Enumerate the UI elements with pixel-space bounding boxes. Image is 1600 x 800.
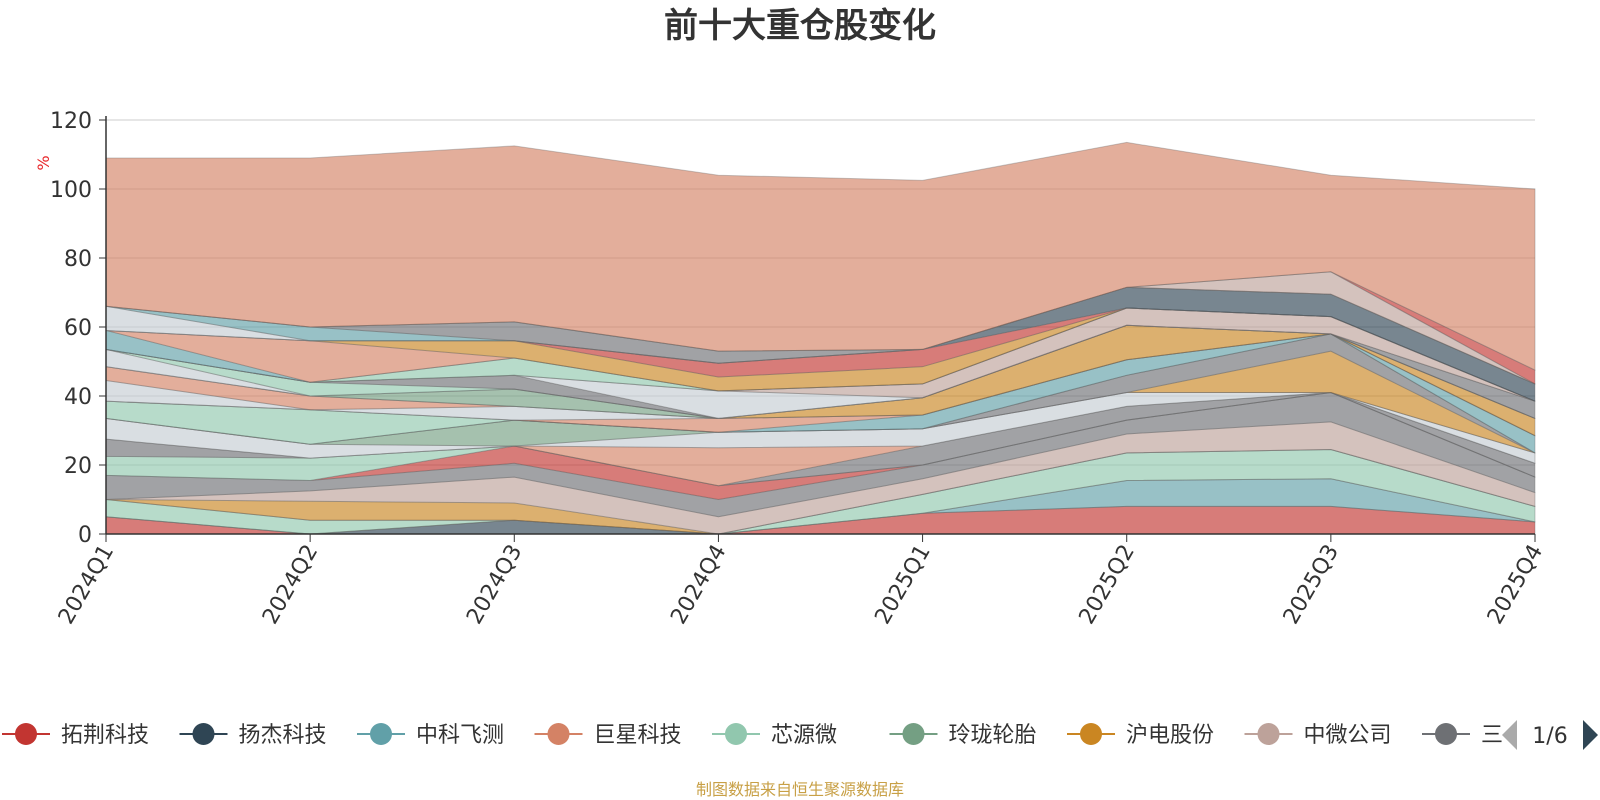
source-note: 制图数据来自恒生聚源数据库: [695, 780, 904, 799]
y-tick-label: 60: [64, 316, 92, 341]
legend-marker: [370, 723, 392, 745]
legend-label: 扬杰科技: [239, 723, 327, 748]
legend-marker: [902, 723, 925, 745]
legend-marker: [1257, 723, 1280, 745]
x-tick-label: 2025Q2: [1075, 541, 1140, 629]
legend-marker: [725, 723, 747, 745]
legend-pager: 1/6: [1502, 720, 1598, 750]
legend-marker: [192, 723, 215, 745]
x-tick-label: 2024Q3: [462, 541, 527, 629]
x-tick-label: 2025Q3: [1279, 541, 1344, 629]
x-tick-label: 2025Q1: [870, 541, 935, 629]
y-tick-label: 120: [50, 109, 92, 134]
legend-item[interactable]: 扬杰科技: [179, 723, 327, 748]
y-axis-unit: %: [34, 155, 53, 170]
area-series: [105, 141, 1536, 371]
area-layers: [105, 141, 1536, 535]
area-series: [105, 392, 1536, 464]
legend-label: 拓荆科技: [61, 723, 149, 748]
chart-title: 前十大重仓股变化: [664, 6, 936, 46]
legend-page-indicator: 1/6: [1532, 724, 1567, 749]
legend-label: 芯源微: [771, 723, 837, 748]
legend: 拓荆科技 扬杰科技 中科飞测 巨星科技 芯源微 玲珑轮胎 沪电股份 中微公司 三·: [2, 723, 1510, 748]
legend-item[interactable]: 中科飞测: [357, 723, 504, 748]
x-tick-label: 2024Q4: [666, 541, 731, 629]
y-tick-label: 20: [64, 454, 92, 479]
y-tick-label: 80: [64, 247, 92, 272]
legend-item[interactable]: 拓荆科技: [2, 723, 149, 748]
x-tick-label: 2024Q1: [54, 541, 119, 629]
legend-item[interactable]: 芯源微: [712, 723, 837, 748]
y-tick-label: 0: [78, 523, 92, 548]
legend-item[interactable]: 中微公司: [1244, 723, 1392, 748]
legend-item[interactable]: 玲珑轮胎: [889, 723, 1037, 748]
legend-label: 中科飞测: [416, 723, 504, 748]
legend-label: 巨星科技: [594, 723, 682, 748]
legend-label: 玲珑轮胎: [949, 723, 1037, 748]
triangle-right-icon[interactable]: [1583, 720, 1598, 750]
legend-item[interactable]: 沪电股份: [1067, 723, 1214, 748]
legend-item[interactable]: 三·: [1422, 723, 1510, 748]
legend-label: 沪电股份: [1126, 723, 1214, 748]
triangle-left-icon[interactable]: [1502, 720, 1517, 750]
y-tick-label: 100: [50, 178, 92, 203]
legend-item[interactable]: 巨星科技: [534, 723, 682, 748]
legend-label: 中微公司: [1304, 723, 1392, 748]
legend-marker: [15, 723, 37, 745]
legend-marker: [547, 723, 570, 745]
legend-marker: [1435, 723, 1457, 745]
legend-marker: [1080, 723, 1102, 745]
x-tick-label: 2024Q2: [258, 541, 323, 629]
y-tick-label: 40: [64, 385, 92, 410]
x-tick-label: 2025Q4: [1483, 541, 1548, 629]
